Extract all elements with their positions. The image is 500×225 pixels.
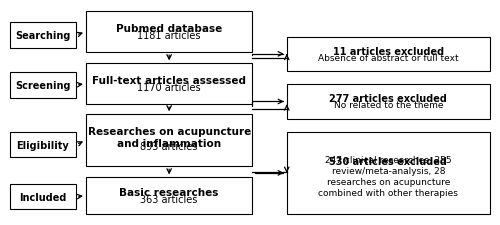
- Text: Eligibility: Eligibility: [16, 140, 70, 150]
- Text: 1170 articles: 1170 articles: [138, 83, 201, 92]
- Text: No related to the theme: No related to the theme: [334, 101, 443, 110]
- Bar: [287, 38, 490, 72]
- Bar: [287, 132, 490, 214]
- Text: 893 articles: 893 articles: [140, 142, 198, 152]
- Text: Screening: Screening: [15, 81, 70, 90]
- Text: 1181 articles: 1181 articles: [138, 31, 201, 41]
- Bar: [10, 73, 76, 98]
- Bar: [86, 12, 252, 53]
- Bar: [86, 115, 252, 166]
- Text: 363 articles: 363 articles: [140, 194, 198, 204]
- Bar: [86, 178, 252, 214]
- Bar: [86, 64, 252, 105]
- Bar: [287, 85, 490, 119]
- Text: 277 articles excluded: 277 articles excluded: [330, 94, 448, 104]
- Text: Full-text articles assessed: Full-text articles assessed: [92, 76, 246, 86]
- Text: Pubmed database: Pubmed database: [116, 24, 222, 34]
- Text: Basic researches: Basic researches: [120, 187, 219, 197]
- Bar: [10, 132, 76, 158]
- Text: Searching: Searching: [16, 31, 70, 41]
- Text: Included: Included: [20, 192, 66, 202]
- Text: 247 clinical researches, 255
review/meta-analysis, 28
researches on acupuncture
: 247 clinical researches, 255 review/meta…: [318, 155, 458, 198]
- Bar: [10, 184, 76, 209]
- Bar: [10, 23, 76, 49]
- Text: 530 articles excluded: 530 articles excluded: [330, 157, 448, 166]
- Text: Absence of abstract or full text: Absence of abstract or full text: [318, 54, 458, 62]
- Text: Researches on acupuncture
and inflammation: Researches on acupuncture and inflammati…: [88, 126, 251, 148]
- Text: 11 articles excluded: 11 articles excluded: [333, 46, 444, 56]
